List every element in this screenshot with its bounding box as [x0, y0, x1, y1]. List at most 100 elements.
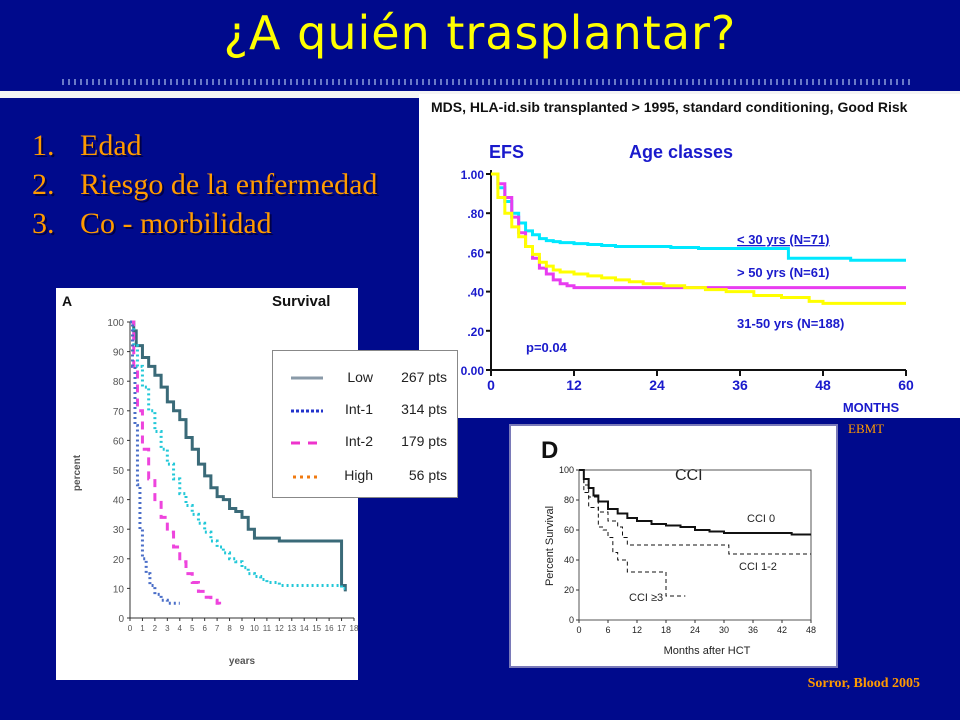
ebmt-x-tick-label: 60 [898, 377, 914, 393]
ipss-series-line-3 [130, 320, 180, 605]
title-dotted-rule [62, 79, 912, 85]
ebmt-xlabel: MONTHS [843, 400, 900, 415]
ebmt-x-tick-label: 24 [649, 377, 665, 393]
ipss-x-tick-label: 0 [128, 624, 133, 633]
legend-row-high: High 56 pts [273, 465, 457, 487]
ebmt-header: MDS, HLA-id.sib transplanted > 1995, sta… [431, 99, 908, 115]
ipss-x-tick-label: 10 [250, 624, 259, 633]
ipss-x-tick-label: 14 [300, 624, 309, 633]
cci-series-line-1 [579, 469, 811, 555]
ipss-x-tick-label: 6 [202, 624, 207, 633]
sorror-citation: Sorror, Blood 2005 [807, 676, 920, 691]
ebmt-title: EFS [489, 142, 524, 162]
ipss-y-tick-label: 50 [113, 466, 125, 477]
ebmt-x-tick-label: 36 [732, 377, 748, 393]
legend-row-low: Low 267 pts [273, 367, 457, 389]
cci-label-0: CCI 0 [747, 513, 775, 525]
ebmt-series-line-2 [491, 172, 906, 305]
legend-swatch-int2 [291, 441, 323, 445]
legend-row-int1: Int-1 314 pts [273, 399, 457, 421]
ipss-title: Survival [272, 293, 330, 310]
cci-title: CCI [675, 467, 703, 484]
ipss-y-tick-label: 70 [113, 407, 125, 418]
cci-series-line-2 [579, 469, 686, 597]
ebmt-efs-plot: MDS, HLA-id.sib transplanted > 1995, sta… [431, 99, 914, 415]
ebmt-subtitle: Age classes [629, 142, 733, 162]
cci-x-tick-label: 48 [806, 625, 816, 635]
ebmt-x-tick-label: 48 [815, 377, 831, 393]
cci-x-tick-label: 12 [632, 625, 642, 635]
ipss-x-tick-label: 15 [312, 624, 321, 633]
cci-x-tick-label: 36 [748, 625, 758, 635]
ipss-x-tick-label: 7 [215, 624, 220, 633]
ebmt-series-line-0 [491, 172, 906, 262]
ipss-ylabel: percent [72, 454, 83, 491]
ebmt-y-tick-label: .80 [467, 207, 484, 221]
ipss-x-tick-label: 17 [337, 624, 346, 633]
ipss-panel-label: A [62, 293, 72, 309]
ebmt-x-tick-label: 12 [566, 377, 582, 393]
ebmt-source-tag: EBMT [848, 421, 885, 436]
legend-swatch-high [293, 475, 321, 479]
ebmt-series-label-young: < 30 yrs (N=71) [737, 232, 830, 247]
ipss-y-tick-label: 0 [118, 614, 124, 625]
cci-survival-chart: D CCI 0 20 40 60 80 100 0 6 12 18 24 30 36 42 48 Month… [509, 424, 838, 668]
cci-panel-label: D [541, 437, 558, 464]
ipss-x-tick-label: 8 [227, 624, 232, 633]
slide-title: ¿A quién trasplantar? [223, 6, 737, 60]
legend-row-int2: Int-2 179 pts [273, 431, 457, 453]
ipss-x-tick-label: 18 [350, 624, 358, 633]
ebmt-pvalue: p=0.04 [526, 340, 568, 355]
criteria-item-comorbidity: 3. Co - morbilidad [32, 207, 272, 240]
ipss-y-tick-label: 80 [113, 377, 125, 388]
ebmt-y-tick-label: .60 [467, 246, 484, 260]
ipss-y-tick-label: 100 [107, 318, 124, 329]
cci-x-tick-label: 18 [661, 625, 671, 635]
ipss-x-tick-label: 4 [178, 624, 183, 633]
cci-survival-plot: D CCI 0 20 40 60 80 100 0 6 12 18 24 30 36 42 48 Month… [541, 437, 816, 657]
cci-y-tick-label: 40 [564, 555, 574, 565]
ipss-x-tick-label: 13 [287, 624, 296, 633]
ipss-series-line-1 [130, 320, 346, 590]
cci-x-tick-label: 6 [605, 625, 610, 635]
ipss-x-tick-label: 1 [140, 624, 145, 633]
ebmt-y-tick-label: 1.00 [461, 168, 485, 182]
ebmt-y-tick-label: .20 [467, 325, 484, 339]
ipss-y-tick-label: 20 [113, 555, 125, 566]
ipss-y-tick-label: 90 [113, 348, 125, 359]
ipss-y-tick-label: 10 [113, 584, 125, 595]
cci-x-tick-label: 42 [777, 625, 787, 635]
ipss-series-line-2 [130, 320, 222, 607]
cci-y-tick-label: 0 [569, 615, 574, 625]
cci-x-tick-label: 0 [576, 625, 581, 635]
cci-label-1-2: CCI 1-2 [739, 561, 777, 573]
ebmt-series-line-1 [491, 172, 906, 290]
ipss-series-line-0 [130, 320, 347, 592]
cci-label-3: CCI ≥3 [629, 592, 663, 604]
ebmt-efs-chart: MDS, HLA-id.sib transplanted > 1995, sta… [419, 94, 960, 418]
criteria-list: 1. Edad 2. Riesgo de la enfermedad 3. Co - … [32, 126, 377, 243]
criteria-item-age: 1. Edad [32, 129, 142, 162]
cci-y-tick-label: 80 [564, 495, 574, 505]
ipss-y-tick-label: 40 [113, 496, 125, 507]
ipss-xlabel: years [229, 656, 256, 667]
ebmt-series-label-mid: 31-50 yrs (N=188) [737, 316, 844, 331]
cci-y-tick-label: 20 [564, 585, 574, 595]
ipss-x-tick-label: 16 [325, 624, 334, 633]
ipss-legend: Low 267 pts Int-1 314 pts Int-2 179 pts Hig… [272, 350, 458, 498]
legend-swatch-low [291, 376, 323, 380]
legend-swatch-int1 [291, 409, 323, 413]
ipss-x-tick-label: 5 [190, 624, 195, 633]
ipss-x-tick-label: 11 [263, 624, 272, 633]
ebmt-y-tick-label: 0.00 [461, 364, 485, 378]
cci-y-tick-label: 100 [559, 465, 574, 475]
ebmt-y-tick-label: .40 [467, 286, 484, 300]
cci-xlabel: Months after HCT [664, 645, 751, 657]
ipss-x-tick-label: 9 [240, 624, 245, 633]
cci-ylabel: Percent Survival [544, 506, 556, 586]
criteria-item-disease-risk: 2. Riesgo de la enfermedad [32, 168, 378, 201]
ipss-x-tick-label: 2 [153, 624, 158, 633]
ipss-x-tick-label: 3 [165, 624, 170, 633]
ipss-x-tick-label: 12 [275, 624, 284, 633]
